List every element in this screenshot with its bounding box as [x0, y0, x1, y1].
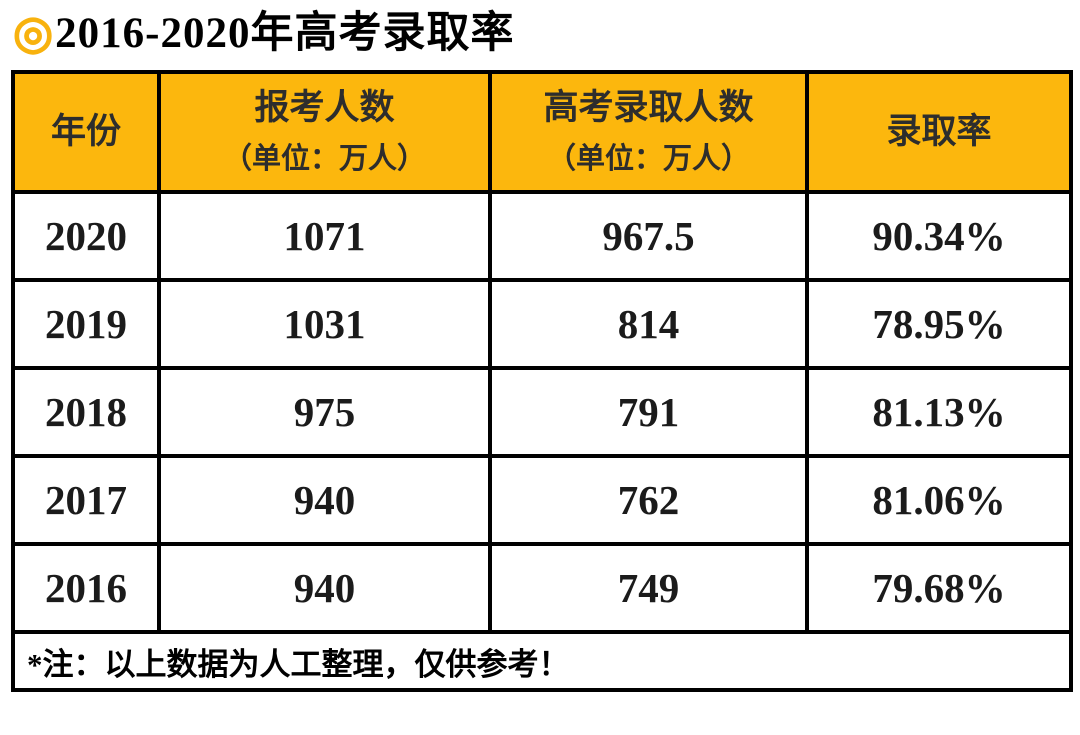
column-header-label: 年份: [50, 112, 121, 151]
admission-rate-table: 年份 报考人数 （单位：万人） 高考录取人数 （单位：万人） 录取率 2020 1071 96…: [11, 70, 1073, 692]
table-footer: *注：以上数据为人工整理，仅供参考！: [11, 630, 1073, 692]
table-cell-year: 2019: [11, 278, 161, 370]
page-title-text: 2016-2020年高考录取率: [55, 9, 515, 57]
table-cell-applicants: 1031: [157, 278, 492, 370]
table-cell-applicants: 975: [157, 366, 492, 458]
column-header-label: 录取率: [886, 112, 992, 151]
bullseye-icon: ◎: [12, 7, 54, 58]
page: ◎ 2016-2020年高考录取率 年份 报考人数 （单位：万人） 高考录取人数 （单位…: [0, 0, 1080, 692]
table-cell-applicants: 1071: [157, 190, 492, 282]
table-cell-applicants: 940: [157, 454, 492, 546]
table-row: 2017 940 762 81.06%: [11, 454, 1073, 546]
table-row: 2019 1031 814 78.95%: [11, 278, 1073, 370]
column-header-admitted: 高考录取人数 （单位：万人）: [488, 70, 809, 194]
table-cell-admitted: 814: [488, 278, 809, 370]
table-cell-year: 2017: [11, 454, 161, 546]
column-header-applicants: 报考人数 （单位：万人）: [157, 70, 492, 194]
table-cell-rate: 81.06%: [805, 454, 1073, 546]
table-cell-applicants: 940: [157, 542, 492, 634]
column-header-unit: （单位：万人）: [546, 143, 750, 175]
table-cell-rate: 78.95%: [805, 278, 1073, 370]
column-header-year: 年份: [11, 70, 161, 194]
table-cell-rate: 81.13%: [805, 366, 1073, 458]
column-header-rate: 录取率: [805, 70, 1073, 194]
table-cell-rate: 79.68%: [805, 542, 1073, 634]
column-header-label: 报考人数: [254, 88, 395, 127]
column-header-unit: （单位：万人）: [222, 143, 426, 175]
table-cell-admitted: 749: [488, 542, 809, 634]
table-cell-admitted: 967.5: [488, 190, 809, 282]
column-header-label: 高考录取人数: [543, 88, 754, 127]
table-body: 2020 1071 967.5 90.34% 2019 1031 814 78.95% 2018…: [11, 190, 1073, 634]
table-row: 2020 1071 967.5 90.34%: [11, 190, 1073, 282]
table-header-row: 年份 报考人数 （单位：万人） 高考录取人数 （单位：万人） 录取率: [11, 70, 1073, 194]
table-row: 2016 940 749 79.68%: [11, 542, 1073, 634]
table-cell-year: 2020: [11, 190, 161, 282]
table-row: 2018 975 791 81.13%: [11, 366, 1073, 458]
table-note: *注：以上数据为人工整理，仅供参考！: [11, 630, 1073, 692]
table-cell-admitted: 791: [488, 366, 809, 458]
page-title: ◎ 2016-2020年高考录取率: [0, 0, 1080, 64]
table-cell-admitted: 762: [488, 454, 809, 546]
table-cell-year: 2018: [11, 366, 161, 458]
note-row: *注：以上数据为人工整理，仅供参考！: [11, 630, 1073, 692]
table-header: 年份 报考人数 （单位：万人） 高考录取人数 （单位：万人） 录取率: [11, 70, 1073, 194]
table-cell-rate: 90.34%: [805, 190, 1073, 282]
table-cell-year: 2016: [11, 542, 161, 634]
